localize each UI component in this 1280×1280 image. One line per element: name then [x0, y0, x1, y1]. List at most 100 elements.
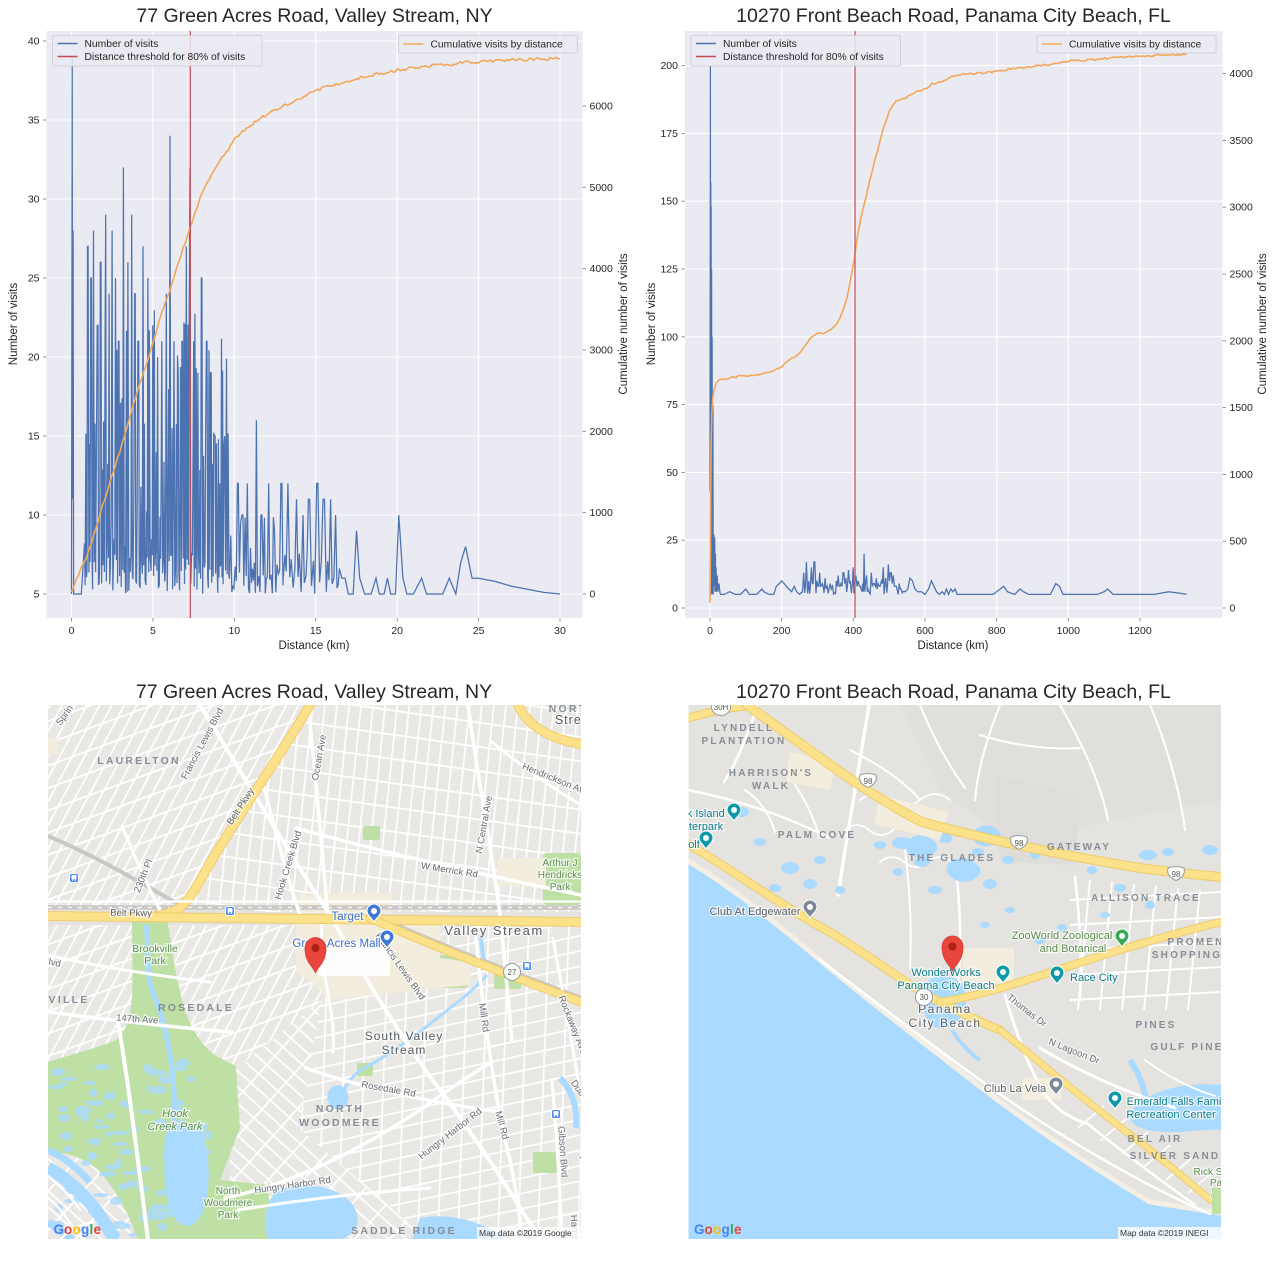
svg-text:1000: 1000 [590, 507, 614, 519]
svg-text:98: 98 [864, 777, 873, 786]
svg-text:6000: 6000 [590, 101, 614, 113]
svg-text:and Botanical: and Botanical [1040, 943, 1107, 955]
svg-text:l: l [90, 1222, 93, 1237]
svg-text:25: 25 [473, 625, 485, 637]
svg-text:Race City: Race City [1070, 972, 1118, 984]
svg-text:Number of visits: Number of visits [8, 283, 20, 366]
svg-text:98: 98 [1172, 870, 1181, 879]
svg-text:e: e [94, 1222, 102, 1237]
svg-text:City Beach: City Beach [908, 1016, 981, 1030]
svg-text:NORTH V: NORTH V [549, 703, 612, 715]
svg-text:20: 20 [391, 625, 403, 637]
svg-text:ALLISON TRACE: ALLISON TRACE [1091, 893, 1201, 904]
svg-text:Stream: Stream [555, 713, 601, 727]
svg-text:147th Ave: 147th Ave [116, 1013, 159, 1027]
svg-text:aterpark: aterpark [683, 821, 724, 833]
svg-text:125: 125 [660, 264, 678, 276]
svg-text:g: g [81, 1222, 89, 1237]
svg-text:Map data ©2019 INEGI: Map data ©2019 INEGI [1120, 1228, 1208, 1238]
svg-text:30: 30 [920, 993, 929, 1002]
svg-text:Recreation Center: Recreation Center [1126, 1109, 1216, 1121]
svg-text:Valley Stream: Valley Stream [444, 923, 543, 938]
svg-text:Park: Park [550, 882, 572, 893]
svg-text:o: o [713, 1222, 721, 1237]
svg-text:Club At Edgewater: Club At Edgewater [709, 906, 800, 918]
svg-text:Pe: Pe [576, 1153, 591, 1169]
svg-text:Distance threshold for 80% of: Distance threshold for 80% of visits [85, 52, 246, 63]
svg-text:0: 0 [1230, 603, 1236, 615]
svg-text:Cumulative number of visits: Cumulative number of visits [1257, 253, 1269, 394]
svg-text:10: 10 [28, 510, 40, 522]
svg-text:Hook: Hook [162, 1108, 188, 1120]
svg-text:Emerald Falls Fami: Emerald Falls Fami [1127, 1096, 1222, 1108]
svg-text:ZooWorld Zoological: ZooWorld Zoological [1012, 930, 1113, 942]
svg-text:Gibson Blvd: Gibson Blvd [555, 1126, 570, 1178]
svg-text:Emerald Falls Fami: Emerald Falls Fami [1127, 1096, 1222, 1108]
svg-text:50: 50 [666, 467, 678, 479]
svg-text:0: 0 [69, 625, 75, 637]
svg-text:Club At Edgewater: Club At Edgewater [709, 906, 800, 918]
svg-text:1000: 1000 [1057, 625, 1081, 637]
svg-text:Stream: Stream [382, 1043, 427, 1057]
svg-text:o: o [73, 1222, 81, 1237]
svg-text:G: G [694, 1222, 704, 1237]
svg-text:25: 25 [28, 273, 40, 285]
svg-text:3500: 3500 [1230, 135, 1254, 147]
svg-text:HARRISON'S: HARRISON'S [729, 768, 813, 779]
svg-text:Target: Target [332, 911, 365, 923]
svg-text:G: G [54, 1222, 64, 1237]
svg-text:1200: 1200 [1128, 625, 1152, 637]
svg-text:15: 15 [310, 625, 322, 637]
svg-text:North: North [216, 1186, 240, 1197]
svg-text:30: 30 [554, 625, 566, 637]
svg-text:Valley Stream: Valley Stream [444, 923, 543, 938]
svg-text:Park: Park [144, 955, 166, 967]
svg-text:98: 98 [1015, 839, 1024, 848]
svg-text:800: 800 [988, 625, 1006, 637]
svg-text:2000: 2000 [590, 426, 614, 438]
svg-text:Panama: Panama [918, 1002, 972, 1016]
svg-text:75: 75 [666, 399, 678, 411]
svg-text:150: 150 [660, 196, 678, 208]
svg-text:Rick S: Rick S [1194, 1167, 1223, 1178]
svg-text:1000: 1000 [1230, 469, 1254, 481]
svg-text:City Beach: City Beach [908, 1016, 981, 1030]
svg-text:g: g [722, 1222, 730, 1237]
svg-text:BEL AIR: BEL AIR [1128, 1134, 1183, 1145]
svg-text:Hendricks: Hendricks [538, 870, 582, 881]
svg-text:Stream: Stream [555, 713, 601, 727]
svg-text:NORTH: NORTH [316, 1103, 364, 1115]
svg-text:Pe: Pe [576, 1153, 591, 1169]
svg-text:77 Green Acres Road, Valley St: 77 Green Acres Road, Valley Stream, NY [136, 681, 492, 703]
svg-text:Rick S: Rick S [1194, 1167, 1223, 1178]
svg-text:ROSEDALE: ROSEDALE [158, 1002, 234, 1014]
svg-text:aterpark: aterpark [683, 821, 724, 833]
svg-text:30H: 30H [714, 703, 729, 712]
svg-text:Panama: Panama [918, 1002, 972, 1016]
svg-text:LYNDELL: LYNDELL [714, 723, 775, 734]
svg-text:Club La Vela: Club La Vela [984, 1083, 1047, 1095]
svg-text:Target: Target [332, 911, 365, 923]
svg-text:SADDLE RIDGE: SADDLE RIDGE [351, 1225, 457, 1237]
svg-text:400: 400 [845, 625, 863, 637]
svg-text:WALK: WALK [752, 781, 790, 792]
svg-text:Park: Park [218, 1210, 240, 1221]
svg-text:5: 5 [150, 625, 156, 637]
svg-text:175: 175 [660, 128, 678, 140]
svg-text:olf: olf [688, 839, 701, 851]
svg-text:Distance (km): Distance (km) [279, 640, 350, 652]
svg-text:Arthur J: Arthur J [542, 858, 577, 869]
svg-text:Club La Vela: Club La Vela [984, 1083, 1047, 1095]
svg-text:25: 25 [666, 535, 678, 547]
svg-text:5000: 5000 [590, 182, 614, 194]
svg-text:40: 40 [28, 36, 40, 48]
svg-text:3000: 3000 [590, 345, 614, 357]
svg-text:4000: 4000 [590, 263, 614, 275]
svg-text:o: o [705, 1222, 713, 1237]
svg-text:Park: Park [218, 1210, 240, 1221]
svg-text:100: 100 [660, 331, 678, 343]
svg-text:Distance (km): Distance (km) [918, 640, 989, 652]
svg-text:Woodmere: Woodmere [204, 1198, 253, 1209]
svg-text:Pa: Pa [1210, 1178, 1223, 1189]
svg-text:200: 200 [660, 60, 678, 72]
